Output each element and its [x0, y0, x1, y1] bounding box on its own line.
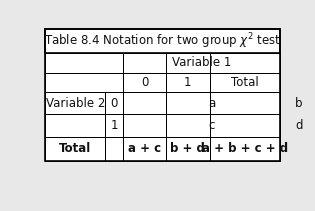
Text: a: a	[208, 97, 215, 110]
Text: 0: 0	[141, 76, 148, 89]
Bar	[45, 137, 105, 161]
Bar	[166, 92, 209, 114]
Bar	[123, 53, 280, 73]
Text: 1: 1	[110, 119, 118, 132]
Text: b + d: b + d	[170, 142, 205, 155]
Bar	[209, 137, 280, 161]
Bar	[209, 92, 280, 114]
Text: Total: Total	[231, 76, 259, 89]
Bar	[45, 73, 123, 92]
Bar	[166, 137, 209, 161]
Bar	[45, 114, 105, 137]
Bar	[45, 53, 123, 73]
Bar	[105, 137, 123, 161]
Bar	[45, 29, 280, 161]
Bar	[166, 73, 209, 92]
Bar	[105, 114, 123, 137]
Text: d: d	[295, 119, 302, 132]
Bar	[123, 137, 166, 161]
Text: 0: 0	[110, 97, 118, 110]
Text: Table 8.4 Notation for two group $\chi^2$ test: Table 8.4 Notation for two group $\chi^2…	[44, 31, 281, 51]
Bar	[209, 114, 280, 137]
Bar	[105, 92, 123, 114]
Bar	[123, 114, 166, 137]
Text: Variable 1: Variable 1	[172, 57, 231, 69]
Bar	[123, 92, 166, 114]
Bar	[209, 73, 280, 92]
Text: Total: Total	[59, 142, 91, 155]
Text: b: b	[295, 97, 302, 110]
Bar	[45, 92, 105, 114]
Bar	[166, 114, 209, 137]
Bar	[45, 29, 280, 53]
Text: c: c	[208, 119, 215, 132]
Text: 1: 1	[184, 76, 192, 89]
Bar	[123, 73, 166, 92]
Text: a + b + c + d: a + b + c + d	[202, 142, 288, 155]
Text: Variable 2: Variable 2	[46, 97, 105, 110]
Text: a + c: a + c	[128, 142, 161, 155]
